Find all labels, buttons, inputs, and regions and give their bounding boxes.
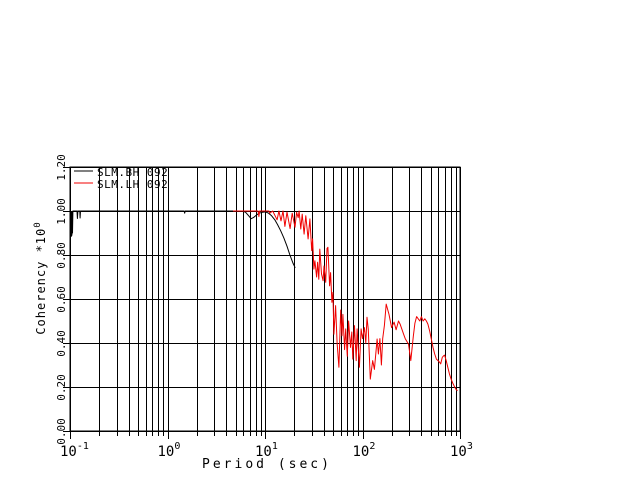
y-axis-label-exponent: 0: [33, 221, 43, 227]
x-tick-label: 102: [353, 441, 376, 460]
x-tick-exponent: 0: [174, 441, 180, 452]
y-tick-label: 1.00: [55, 198, 68, 225]
legend: SLM.BH 092 SLM.LH 092: [74, 166, 168, 191]
y-tick-label: 0.00: [55, 418, 68, 445]
x-tick-exponent: 1: [272, 441, 278, 452]
y-tick-label: 0.40: [55, 330, 68, 357]
y-axis-label-base: Coherency *10: [34, 228, 48, 335]
x-tick-exponent: -1: [77, 441, 89, 452]
series-line-0: [69, 210, 296, 269]
y-tick-label: 0.80: [55, 242, 68, 269]
x-tick-label: 100: [158, 441, 181, 460]
legend-label-lh: SLM.LH 092: [97, 178, 168, 191]
y-tick-label: 1.20: [55, 154, 68, 181]
x-tick-label: 101: [255, 441, 278, 460]
plot-border: [69, 166, 461, 432]
y-tick-label: 0.60: [55, 286, 68, 313]
x-tick-exponent: 3: [467, 441, 473, 452]
y-axis-label: Coherency *100: [33, 221, 48, 334]
y-tick-label: 0.20: [55, 374, 68, 401]
data-series: [69, 210, 458, 392]
x-axis-label: Period (sec): [202, 457, 332, 472]
x-tick-base: 10: [60, 444, 77, 460]
x-tick-base: 10: [353, 444, 370, 460]
x-tick-base: 10: [255, 444, 272, 460]
x-tick-label: 10-1: [60, 441, 89, 460]
series-line-1: [233, 210, 458, 392]
x-tick-exponent: 2: [369, 441, 375, 452]
grid-lines: [70, 167, 461, 432]
legend-label-bh: SLM.BH 092: [97, 166, 168, 179]
x-tick-base: 10: [158, 444, 175, 460]
axis-ticks: [63, 167, 461, 439]
x-tick-base: 10: [450, 444, 467, 460]
x-tick-label: 103: [450, 441, 473, 460]
